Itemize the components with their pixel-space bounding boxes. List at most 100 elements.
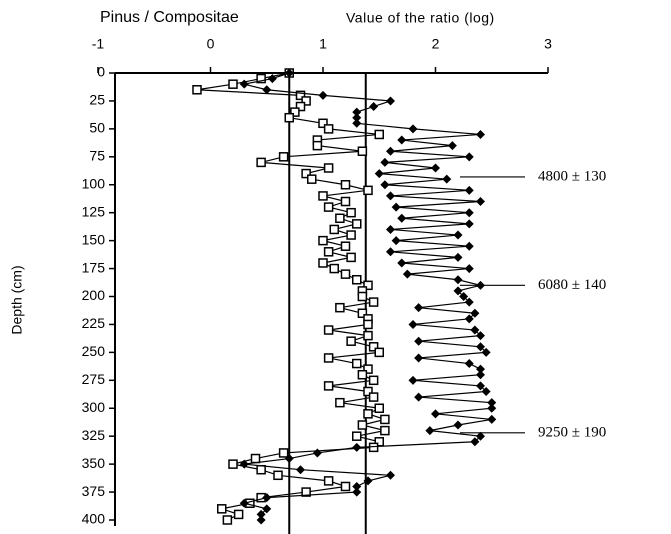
square-marker — [323, 353, 334, 363]
square-marker — [228, 459, 238, 469]
diamond-marker — [453, 420, 463, 430]
square-marker — [357, 369, 368, 380]
y-tick-label: 125 — [82, 203, 106, 219]
diamond-marker — [239, 459, 249, 469]
square-marker — [250, 453, 261, 464]
diamond-marker — [391, 236, 401, 246]
diamond-marker — [386, 224, 395, 234]
chart-title: Pinus / Compositae — [100, 9, 239, 26]
square-marker — [340, 269, 351, 279]
square-marker — [323, 476, 334, 486]
diamond-marker — [476, 342, 485, 352]
y-tick-label: 50 — [89, 120, 105, 136]
diamond-marker — [481, 347, 491, 357]
square-marker — [352, 219, 362, 229]
square-marker — [368, 375, 379, 386]
diamond-marker — [239, 498, 249, 508]
square-marker — [357, 291, 368, 302]
diamond-marker — [476, 197, 485, 207]
square-marker — [192, 85, 202, 95]
diamond-marker — [470, 325, 480, 335]
diamond-marker — [470, 308, 480, 318]
square-marker — [323, 124, 334, 134]
y-tick-label: 275 — [82, 371, 106, 387]
diamond-marker — [369, 102, 379, 112]
diamond-marker — [284, 454, 294, 464]
square-marker — [256, 157, 266, 168]
diamond-marker — [408, 124, 418, 134]
x-tick-label: -1 — [92, 36, 105, 52]
square-marker — [312, 140, 323, 151]
diamond-marker — [431, 409, 440, 419]
square-marker — [352, 358, 362, 369]
square-marker — [363, 364, 373, 374]
y-axis-label: Depth (cm) — [9, 265, 25, 334]
y-tick-label: 100 — [82, 175, 106, 191]
diamond-marker — [464, 359, 474, 369]
square-marker — [278, 448, 289, 458]
diamond-marker — [352, 442, 362, 452]
diamond-marker — [256, 515, 266, 525]
square-marker — [363, 386, 373, 397]
square-marker — [323, 202, 334, 212]
diamond-marker — [425, 426, 435, 436]
y-tick-label: 150 — [82, 231, 106, 247]
diamond-marker — [481, 386, 491, 396]
diamond-marker — [464, 219, 474, 229]
diamond-marker — [414, 303, 424, 313]
diamond-marker — [476, 364, 485, 374]
diamond-marker — [487, 403, 497, 413]
diamond-marker — [476, 331, 485, 341]
diamond-marker — [380, 180, 390, 190]
x-tick-label: 3 — [544, 36, 552, 52]
diamond-marker — [397, 258, 407, 268]
diamond-marker — [464, 264, 474, 274]
diamond-marker — [414, 392, 424, 402]
diamond-marker — [464, 185, 474, 195]
diamond-marker — [380, 157, 390, 167]
series-line — [196, 72, 388, 521]
square-marker — [318, 258, 328, 268]
diamond-marker — [470, 437, 480, 447]
diamond-marker — [262, 493, 272, 503]
diamond-marker — [374, 169, 384, 179]
square-marker — [335, 213, 345, 224]
square-marker — [323, 381, 334, 391]
square-marker — [340, 241, 351, 251]
y-tick-label: 250 — [82, 343, 106, 359]
square-marker — [374, 347, 384, 358]
square-marker — [374, 129, 384, 140]
diamond-marker — [352, 481, 362, 491]
square-marker — [301, 168, 311, 179]
square-marker — [363, 319, 373, 330]
y-tick-label: 350 — [82, 455, 106, 471]
square-marker — [363, 330, 373, 341]
square-marker — [222, 515, 233, 525]
square-marker — [346, 230, 356, 240]
diamond-marker — [487, 398, 497, 408]
square-marker — [368, 297, 379, 307]
square-marker — [357, 420, 368, 430]
square-marker — [301, 96, 311, 106]
square-marker — [217, 504, 227, 514]
diamond-marker — [453, 286, 463, 296]
diamond-marker — [256, 509, 266, 519]
diamond-marker — [464, 314, 474, 324]
diamond-marker — [476, 431, 485, 441]
diamond-marker — [352, 118, 362, 128]
square-marker — [357, 308, 368, 319]
diamond-marker — [391, 202, 401, 212]
diamond-marker — [386, 146, 395, 156]
square-marker — [273, 470, 283, 481]
square-marker — [357, 146, 368, 156]
diamond-marker — [386, 247, 395, 257]
diamond-marker — [284, 68, 294, 78]
square-marker — [323, 247, 334, 257]
annotation-text: 4800 ± 130 — [538, 168, 606, 184]
square-marker — [233, 509, 244, 520]
diamond-marker — [414, 353, 424, 363]
x-tick-label: 2 — [432, 36, 440, 52]
square-marker — [295, 90, 306, 101]
y-tick-label: 75 — [89, 148, 105, 164]
